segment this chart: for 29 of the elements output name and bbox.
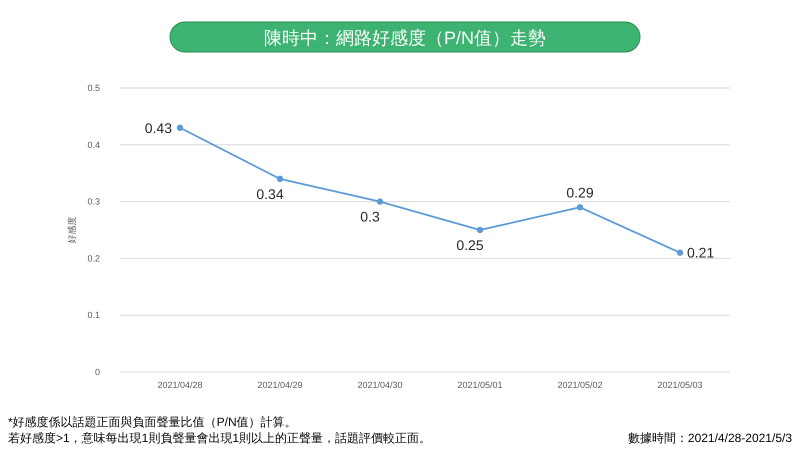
data-label: 0.34 <box>256 186 284 202</box>
x-tick-label: 2021/05/02 <box>557 380 603 390</box>
data-label: 0.3 <box>360 208 380 225</box>
point <box>576 204 584 210</box>
point <box>676 250 684 256</box>
point <box>476 226 484 234</box>
y-tick-label: 0.3 <box>87 196 100 207</box>
x-tick-label: 2021/04/29 <box>257 380 303 390</box>
y-tick-label: 0.5 <box>87 83 100 93</box>
data-label: 0.29 <box>566 184 594 200</box>
text: 數據時間：2021/4/28-2021/5/3 <box>628 431 792 445</box>
x-tick-label: 2021/04/30 <box>357 380 403 390</box>
point <box>176 124 184 131</box>
data-label: 0.43 <box>144 120 172 136</box>
point <box>276 176 284 182</box>
x-tick-label: 2021/05/03 <box>657 380 703 390</box>
point <box>376 198 384 205</box>
text: 若好感度>1，意味每出現1則負聲量會出現1則以上的正聲量，話題評價較正面。 <box>8 431 432 445</box>
y-tick-label: 0.1 <box>87 310 100 320</box>
text: *好感度係以話題正面與負面聲量比值（P/N值）計算。 <box>8 415 297 429</box>
data-label: 0.25 <box>456 237 484 253</box>
data-label: 0.21 <box>687 244 714 261</box>
x-tick-label: 2021/04/28 <box>157 380 203 390</box>
y-tick-label: 0.2 <box>87 253 100 264</box>
y-tick-label: 0 <box>94 367 100 377</box>
chart-title: 陳時中：網路好感度（P/N值）走勢 <box>264 28 546 48</box>
y-tick-label: 0.4 <box>87 140 100 150</box>
x-tick-label: 2021/05/01 <box>457 380 503 390</box>
y-axis-title: 好感度 <box>67 216 77 244</box>
